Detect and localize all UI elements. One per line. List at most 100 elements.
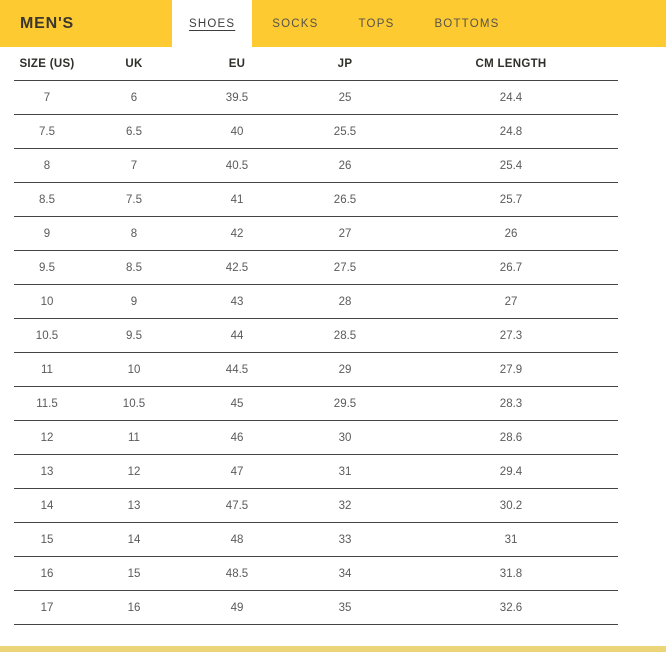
table-cell: 16 bbox=[14, 556, 80, 591]
page-title: MEN'S bbox=[20, 14, 75, 32]
table-cell: 9.5 bbox=[14, 250, 80, 285]
table-cell: 9 bbox=[14, 216, 80, 251]
table-cell: 10 bbox=[80, 352, 188, 387]
table-cell: 49 bbox=[188, 590, 286, 625]
table-cell: 30.2 bbox=[404, 488, 618, 523]
table-cell: 14 bbox=[80, 522, 188, 557]
table-cell: 34 bbox=[286, 556, 404, 591]
table-cell: 25.5 bbox=[286, 114, 404, 149]
table-cell: 29.5 bbox=[286, 386, 404, 421]
table-row: 11.5 10.5 45 29.5 28.3 bbox=[14, 386, 618, 421]
tab-shoes[interactable]: SHOES bbox=[172, 0, 253, 47]
table-cell: 8 bbox=[80, 216, 188, 251]
table-cell: 26 bbox=[286, 148, 404, 183]
table-cell: 10.5 bbox=[14, 318, 80, 353]
table-cell: 47 bbox=[188, 454, 286, 489]
table-cell: 27 bbox=[286, 216, 404, 251]
table-cell: 14 bbox=[14, 488, 80, 523]
table-row: 8 7 40.5 26 25.4 bbox=[14, 148, 618, 183]
table-cell: 44 bbox=[188, 318, 286, 353]
table-cell: 43 bbox=[188, 284, 286, 319]
table-cell: 31 bbox=[404, 522, 618, 557]
table-cell: 27.3 bbox=[404, 318, 618, 353]
table-cell: 39.5 bbox=[188, 80, 286, 115]
table-cell: 13 bbox=[14, 454, 80, 489]
table-cell: 24.8 bbox=[404, 114, 618, 149]
table-cell: 30 bbox=[286, 420, 404, 455]
table-cell: 13 bbox=[80, 488, 188, 523]
table-header-row: SIZE (US) UK EU JP CM LENGTH bbox=[14, 47, 618, 81]
category-tabs: SHOES SOCKS TOPS BOTTOMS bbox=[172, 0, 520, 47]
table-cell: 28.5 bbox=[286, 318, 404, 353]
table-cell: 12 bbox=[14, 420, 80, 455]
table-cell: 47.5 bbox=[188, 488, 286, 523]
table-cell: 9.5 bbox=[80, 318, 188, 353]
column-header-jp: JP bbox=[286, 47, 404, 81]
size-conversion-table: SIZE (US) UK EU JP CM LENGTH 7 6 39.5 25 24.… bbox=[14, 47, 618, 625]
table-cell: 41 bbox=[188, 182, 286, 217]
table-cell: 28.6 bbox=[404, 420, 618, 455]
table-row: 15 14 48 33 31 bbox=[14, 522, 618, 557]
table-cell: 8 bbox=[14, 148, 80, 183]
table-row: 14 13 47.5 32 30.2 bbox=[14, 488, 618, 523]
table-row: 16 15 48.5 34 31.8 bbox=[14, 556, 618, 591]
table-row: 9 8 42 27 26 bbox=[14, 216, 618, 251]
table-cell: 46 bbox=[188, 420, 286, 455]
table-cell: 10 bbox=[14, 284, 80, 319]
table-cell: 16 bbox=[80, 590, 188, 625]
table-cell: 45 bbox=[188, 386, 286, 421]
table-cell: 7.5 bbox=[14, 114, 80, 149]
table-cell: 44.5 bbox=[188, 352, 286, 387]
table-row: 11 10 44.5 29 27.9 bbox=[14, 352, 618, 387]
column-header-cm-length: CM LENGTH bbox=[404, 47, 618, 81]
tab-tops[interactable]: TOPS bbox=[358, 17, 395, 30]
table-cell: 7 bbox=[80, 148, 188, 183]
table-cell: 29 bbox=[286, 352, 404, 387]
table-cell: 15 bbox=[80, 556, 188, 591]
table-cell: 33 bbox=[286, 522, 404, 557]
table-cell: 40.5 bbox=[188, 148, 286, 183]
table-cell: 9 bbox=[80, 284, 188, 319]
table-row: 17 16 49 35 32.6 bbox=[14, 590, 618, 625]
table-cell: 31.8 bbox=[404, 556, 618, 591]
table-cell: 27.5 bbox=[286, 250, 404, 285]
table-cell: 48.5 bbox=[188, 556, 286, 591]
table-row: 8.5 7.5 41 26.5 25.7 bbox=[14, 182, 618, 217]
table-cell: 28.3 bbox=[404, 386, 618, 421]
table-row: 10 9 43 28 27 bbox=[14, 284, 618, 319]
table-cell: 10.5 bbox=[80, 386, 188, 421]
table-row: 9.5 8.5 42.5 27.5 26.7 bbox=[14, 250, 618, 285]
table-cell: 11 bbox=[14, 352, 80, 387]
table-cell: 29.4 bbox=[404, 454, 618, 489]
table-cell: 28 bbox=[286, 284, 404, 319]
table-cell: 32 bbox=[286, 488, 404, 523]
table-cell: 24.4 bbox=[404, 80, 618, 115]
table-cell: 25.4 bbox=[404, 148, 618, 183]
table-cell: 12 bbox=[80, 454, 188, 489]
table-cell: 48 bbox=[188, 522, 286, 557]
table-cell: 35 bbox=[286, 590, 404, 625]
table-cell: 27.9 bbox=[404, 352, 618, 387]
size-chart-header: MEN'S SHOES SOCKS TOPS BOTTOMS bbox=[0, 0, 666, 47]
tab-bottoms[interactable]: BOTTOMS bbox=[434, 17, 500, 30]
table-row: 12 11 46 30 28.6 bbox=[14, 420, 618, 455]
table-cell: 26 bbox=[404, 216, 618, 251]
table-cell: 42.5 bbox=[188, 250, 286, 285]
next-section-strip bbox=[0, 646, 666, 652]
table-cell: 6 bbox=[80, 80, 188, 115]
table-cell: 40 bbox=[188, 114, 286, 149]
table-row: 13 12 47 31 29.4 bbox=[14, 454, 618, 489]
table-cell: 8.5 bbox=[80, 250, 188, 285]
table-cell: 27 bbox=[404, 284, 618, 319]
table-cell: 7 bbox=[14, 80, 80, 115]
table-cell: 7.5 bbox=[80, 182, 188, 217]
table-cell: 26.5 bbox=[286, 182, 404, 217]
table-cell: 15 bbox=[14, 522, 80, 557]
table-cell: 11.5 bbox=[14, 386, 80, 421]
column-header-uk: UK bbox=[80, 47, 188, 81]
tab-socks[interactable]: SOCKS bbox=[272, 17, 319, 30]
table-cell: 32.6 bbox=[404, 590, 618, 625]
table-cell: 26.7 bbox=[404, 250, 618, 285]
table-row: 7.5 6.5 40 25.5 24.8 bbox=[14, 114, 618, 149]
table-cell: 8.5 bbox=[14, 182, 80, 217]
